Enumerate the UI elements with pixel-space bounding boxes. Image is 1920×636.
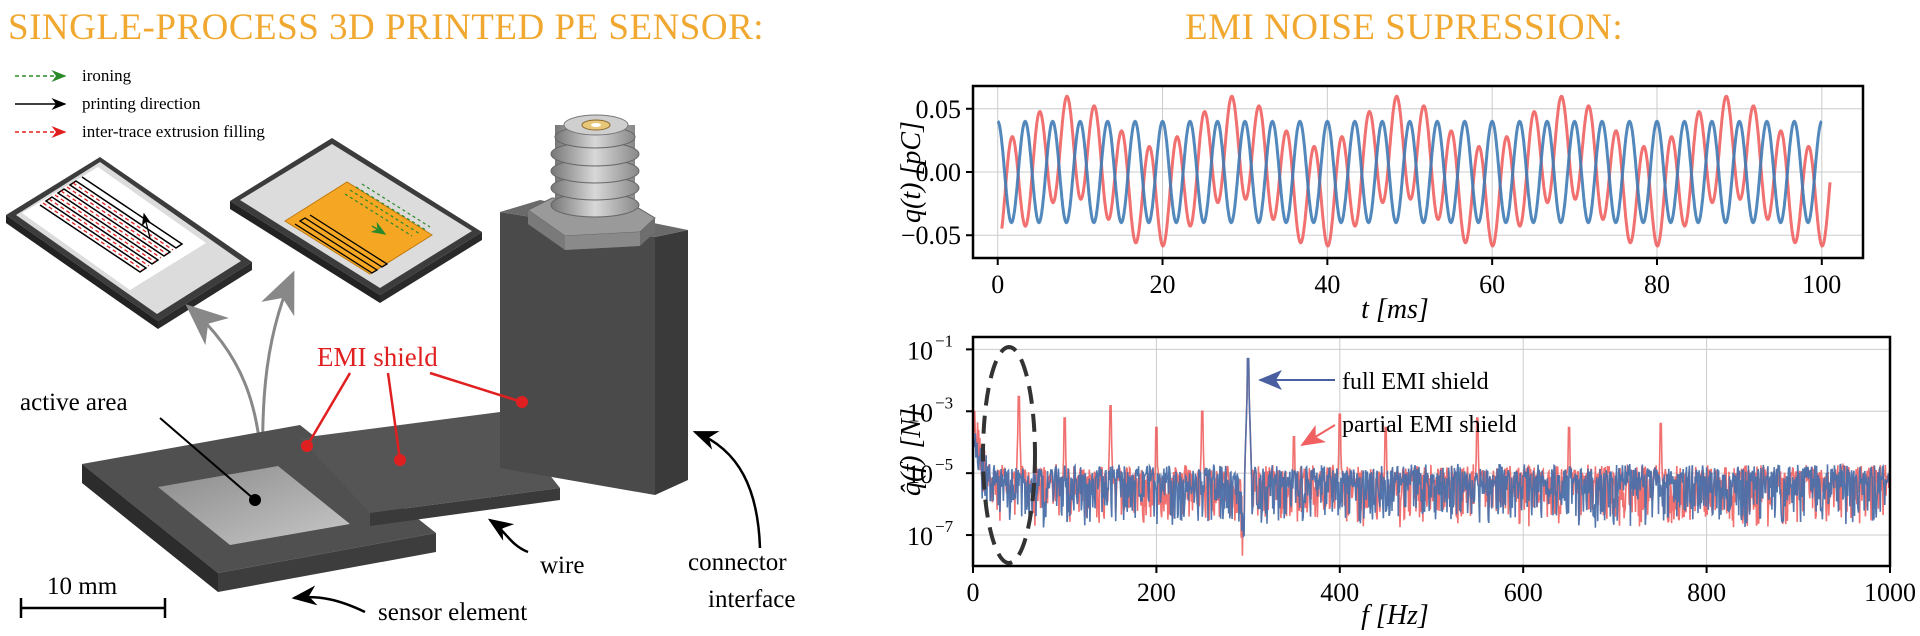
scale-bar (19, 598, 167, 618)
emi-point-wire (394, 454, 406, 466)
freq-xtick-label: 600 (1504, 578, 1543, 607)
freq-ytick-exponent: −1 (935, 331, 953, 350)
emi-shield-label: EMI shield (317, 342, 438, 372)
freq-xtick-label: 0 (967, 578, 980, 607)
connector-label-1: connector (688, 549, 787, 576)
time-chart-xlabel: t [ms] (1361, 294, 1429, 325)
legend: ironing printing direction inter-trace e… (15, 66, 265, 141)
time-xtick-label: 0 (991, 270, 1004, 299)
freq-ytick-label: 10 (907, 522, 933, 551)
sensor-element-label: sensor element (378, 599, 527, 626)
left-title: SINGLE-PROCESS 3D PRINTED PE SENSOR: (8, 7, 765, 48)
time-ytick-label: 0.05 (916, 95, 962, 124)
active-area-label: active area (20, 389, 128, 416)
time-xtick-label: 20 (1150, 270, 1176, 299)
freq-ytick-exponent: −5 (935, 455, 953, 474)
full-shield-annotation: full EMI shield (1342, 369, 1489, 395)
freq-chart-frame (971, 335, 1892, 568)
freq-chart-xlabel: f [Hz] (1361, 600, 1429, 631)
partial-shield-arrow (1300, 424, 1336, 447)
connector-label-2: interface (708, 586, 795, 613)
time-xtick-label: 40 (1314, 270, 1340, 299)
active-area-point (249, 494, 261, 506)
legend-filling-label: inter-trace extrusion filling (82, 122, 265, 141)
freq-chart-ylabel: q̂(f) [N] (896, 408, 927, 496)
full-shield-signal (996, 119, 1823, 225)
emi-point-plate (301, 440, 313, 452)
freq-ytick-exponent: −7 (935, 517, 954, 536)
right-title: EMI NOISE SUPRESSION: (1185, 7, 1624, 48)
time-chart-ticks: 0 20 40 60 80 100 0.05 0.00 −0.05 (901, 95, 1841, 299)
wire-strip (300, 412, 560, 526)
time-ytick-label: 0.00 (916, 158, 962, 187)
inset-printing-traces (6, 157, 252, 329)
sensor-element-arrow (291, 585, 366, 614)
wire-arrow (487, 518, 529, 554)
time-ytick-label: −0.05 (901, 221, 961, 250)
freq-xtick-label: 200 (1137, 578, 1176, 607)
time-domain-chart: 0 20 40 60 80 100 0.05 0.00 −0.05 t [ms] q(t) [p… (896, 84, 1865, 325)
freq-ytick-label: 10 (907, 398, 933, 427)
scale-bar-label: 10 mm (47, 573, 118, 600)
time-xtick-label: 80 (1644, 270, 1670, 299)
emi-point-connector (516, 396, 528, 408)
connector-arrow (692, 430, 762, 549)
freq-xtick-label: 800 (1687, 578, 1726, 607)
freq-xtick-label: 1000 (1864, 578, 1916, 607)
partial-shield-annotation: partial EMI shield (1342, 412, 1517, 438)
bolt (550, 114, 640, 218)
time-xtick-label: 60 (1479, 270, 1505, 299)
emi-50hz-highlight (981, 345, 1037, 565)
emi-shield-pointers (305, 371, 523, 461)
freq-ytick-label: 10 (907, 460, 933, 489)
legend-printing-label: printing direction (82, 94, 201, 113)
freq-ytick-label: 10 (907, 336, 933, 365)
wire-label: wire (540, 552, 584, 579)
freq-xtick-label: 400 (1320, 578, 1359, 607)
legend-ironing-label: ironing (82, 66, 132, 85)
inset-ironed-area (230, 138, 482, 303)
connector-block (500, 114, 688, 495)
freq-chart-series (972, 357, 1891, 556)
full-shield-spectrum (972, 357, 1891, 539)
time-chart-ylabel: q(t) [pC] (896, 121, 927, 223)
active-area-pointer (159, 417, 256, 501)
time-chart-series (996, 94, 1832, 248)
time-xtick-label: 100 (1802, 270, 1841, 299)
freq-ytick-exponent: −3 (935, 393, 953, 412)
